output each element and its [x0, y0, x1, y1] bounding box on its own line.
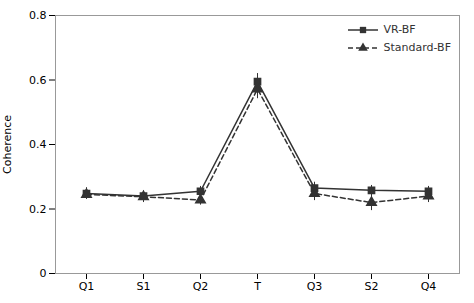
html-text:VR-BF: VR-BF [383, 23, 416, 36]
svg-text:T: T [253, 280, 261, 293]
svg-text:Coherence: Coherence [1, 115, 14, 174]
svg-text:0.2: 0.2 [29, 203, 47, 216]
svg-text:0.4: 0.4 [29, 138, 47, 151]
svg-text:0.8: 0.8 [29, 9, 47, 22]
svg-text:Q2: Q2 [193, 280, 209, 293]
svg-text:Q1: Q1 [79, 280, 95, 293]
svg-text:S2: S2 [365, 280, 379, 293]
html-text:Standard-BF: Standard-BF [383, 41, 451, 54]
svg-text:Q3: Q3 [307, 280, 323, 293]
svg-text:S1: S1 [137, 280, 151, 293]
svg-text:Q4: Q4 [421, 280, 437, 293]
svg-text:0.6: 0.6 [29, 74, 47, 87]
svg-text:0: 0 [40, 267, 47, 280]
